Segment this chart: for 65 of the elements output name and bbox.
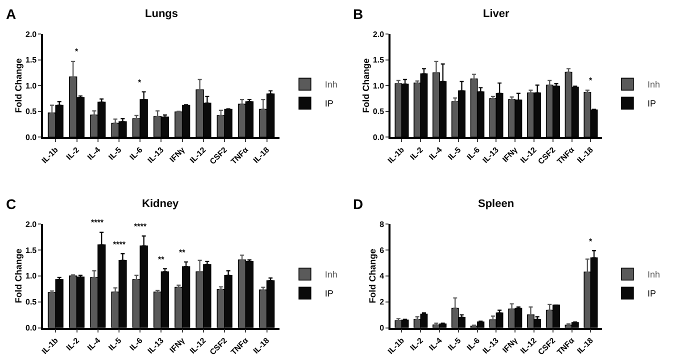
y-tick-label: 1.5 [26,246,38,255]
text: A [6,6,16,22]
legend-label: IP [324,98,334,109]
annotation: * [75,47,79,56]
x-tick-label: IL-4 [86,336,103,352]
annotation: * [138,78,142,87]
annotation: * [589,237,593,246]
y-tick-label: 1.5 [372,56,385,65]
chart-title: Kidney [142,198,180,210]
x-tick-label: IL-4 [86,144,103,162]
y-tick-label: 1.0 [26,81,38,90]
x-tick-label: IL-5 [106,336,124,352]
x-tick-label: IL-2 [408,144,426,162]
y-tick-label: 1.5 [26,56,38,65]
y-tick-label: 1.0 [372,81,385,90]
y-axis-title: Fold Change [13,248,24,304]
y-axis-title: Fold Change [360,58,371,113]
legend-label: Inh [647,80,660,90]
text: B [353,6,364,22]
x-tick-label: IL-2 [64,144,82,162]
y-tick-label: 0.0 [26,324,38,333]
x-tick-label: IL-4 [427,144,444,162]
y-tick-label: 1.0 [26,272,38,281]
legend-label: IP [324,288,334,299]
x-tick-label: IL-6 [465,144,482,162]
y-tick-label: 2.0 [26,220,38,229]
y-tick-label: 0.0 [372,132,385,142]
y-tick-label: 0.5 [26,107,38,116]
y-tick-label: 4 [380,272,385,281]
y-tick-label: 8 [380,220,385,229]
annotation: ** [179,248,186,257]
y-axis-title: Fold Change [13,58,24,113]
text: Inh [324,270,338,280]
chart-title: Lungs [145,8,178,20]
y-tick-label: 0.5 [372,107,385,116]
legend-label: IP [647,288,656,299]
annotation: * [589,76,593,85]
chart-title: Liver [483,8,510,20]
legend-label: IP [647,98,656,109]
x-tick-label: IL-2 [408,336,426,352]
y-tick-label: 6 [380,246,385,255]
legend-label: Inh [324,80,338,90]
x-tick-label: IL-6 [465,336,482,352]
chart-title: Spleen [478,198,514,210]
y-axis-title: Fold Change [367,248,378,304]
y-tick-label: 2 [380,298,385,307]
x-tick-label: IL-5 [446,144,464,162]
x-tick-label: IL-2 [64,336,82,352]
y-tick-label: 0.5 [26,298,38,307]
y-tick-label: 2.0 [26,30,38,39]
annotation: **** [91,218,104,227]
x-tick-label: IL-6 [128,336,145,352]
y-tick-label: 0.0 [26,132,38,142]
text: D [353,196,364,212]
annotation: **** [134,222,148,231]
x-tick-label: IL-5 [446,336,464,352]
text: C [6,196,16,212]
annotation: ** [158,255,166,264]
x-tick-label: IL-4 [427,336,444,352]
y-tick-label: 0 [380,324,385,333]
annotation: **** [113,240,126,249]
text: Inh [647,270,660,280]
x-tick-label: IL-5 [106,144,124,162]
x-tick-label: IL-6 [128,144,145,162]
y-tick-label: 2.0 [372,30,385,39]
